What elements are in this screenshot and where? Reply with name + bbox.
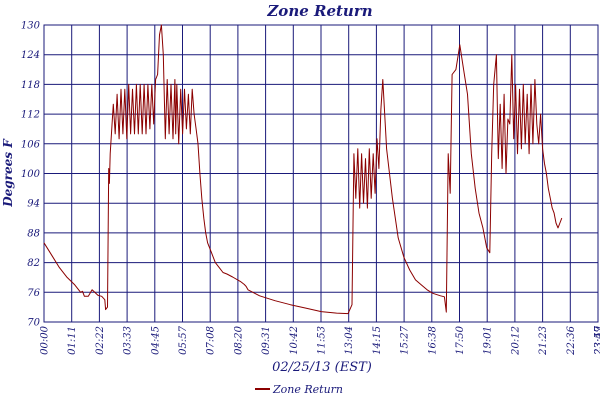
x-tick-label: 08:20 [233,325,244,354]
x-tick-label: 15:27 [400,325,411,354]
x-tick-label: 20:12 [510,326,521,356]
y-tick-label: 76 [27,288,40,299]
x-axis-label: 02/25/13 (EST) [272,360,372,375]
y-tick-label: 94 [27,199,40,210]
y-tick-label: 82 [27,258,40,269]
x-tick-label: 07:08 [206,326,217,355]
x-tick-label: 02:22 [95,326,106,355]
legend-label: Zone Return [272,383,343,396]
x-tick-label: 16:38 [427,326,438,355]
legend: Zone Return [255,383,343,396]
x-tick-label: 11:53 [317,326,328,355]
x-tick-label: 17:50 [455,325,466,354]
series-line-zone-return [43,24,563,315]
y-tick-labels: 70 76 82 88 94 100 106 112 118 124 130 [21,21,41,329]
x-tick-label: 23:59 [594,325,600,355]
y-tick-label: 130 [21,21,41,32]
x-tick-label: 10:42 [289,326,300,355]
y-tick-label: 124 [21,50,40,61]
x-tick-label: 05:57 [178,325,189,354]
x-tick-label: 14:15 [372,326,383,355]
series-layer [43,24,563,315]
y-tick-label: 88 [27,228,40,239]
x-tick-label: 01:11 [67,326,78,355]
y-axis-label: Degrees F [1,138,15,208]
y-tick-label: 106 [21,139,41,150]
x-tick-label: 03:33 [123,326,134,355]
chart-title: Zone Return [266,2,372,20]
x-tick-label: 00:00 [40,325,51,354]
y-tick-label: 118 [21,80,40,91]
x-tick-label: 09:31 [261,326,272,355]
y-tick-label: 112 [21,110,40,121]
x-tick-label: 19:01 [483,326,494,355]
y-tick-label: 100 [21,169,41,180]
x-tick-label: 21:23 [538,326,549,356]
x-tick-label: 22:36 [566,325,577,355]
x-tick-label: 04:45 [150,326,161,355]
x-tick-labels: 00:00 01:11 02:22 03:33 04:45 05:57 07:08 08:20… [40,325,600,355]
grid-layer [43,24,598,323]
y-tick-label: 70 [27,318,40,329]
x-tick-label: 13:04 [344,326,355,355]
plot-frame [43,24,599,323]
x-tick-label: 23:47 [594,325,600,355]
